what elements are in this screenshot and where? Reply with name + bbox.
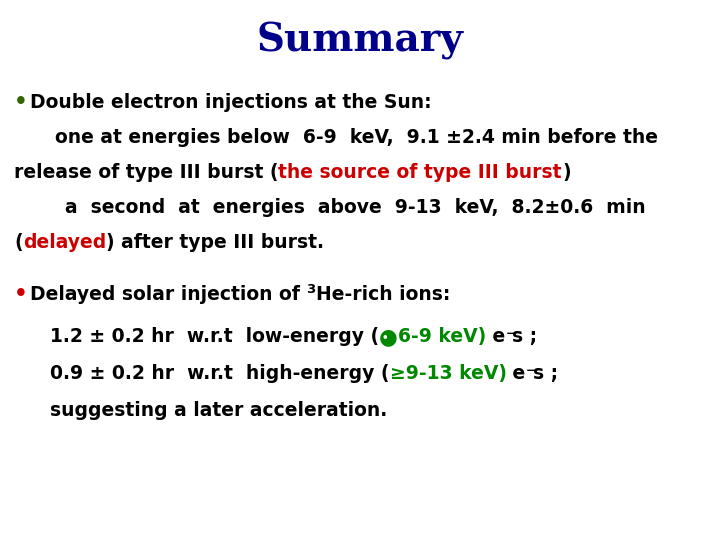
- Text: e: e: [486, 327, 505, 346]
- Text: −: −: [526, 364, 536, 377]
- Text: one at energies below  6-9  keV,  9.1 ±2.4 min before the: one at energies below 6-9 keV, 9.1 ±2.4 …: [55, 128, 658, 147]
- Text: suggesting a later acceleration.: suggesting a later acceleration.: [50, 401, 387, 420]
- Text: •: •: [382, 333, 389, 343]
- Text: a  second  at  energies  above  9-13  keV,  8.2±0.6  min: a second at energies above 9-13 keV, 8.2…: [65, 198, 646, 217]
- Text: 3: 3: [307, 283, 315, 296]
- Text: release of type III burst (: release of type III burst (: [14, 163, 279, 182]
- Text: 0.9 ± 0.2 hr  w.r.t  high-energy (: 0.9 ± 0.2 hr w.r.t high-energy (: [50, 364, 390, 383]
- Text: delayed: delayed: [22, 233, 106, 252]
- Text: e: e: [506, 364, 526, 383]
- Text: Delayed solar injection of: Delayed solar injection of: [30, 285, 307, 304]
- Text: Summary: Summary: [256, 23, 464, 60]
- Text: Double electron injections at the Sun:: Double electron injections at the Sun:: [30, 93, 431, 112]
- Text: the source of type III burst: the source of type III burst: [279, 163, 562, 182]
- Text: s ;: s ;: [513, 327, 537, 346]
- Text: −: −: [505, 327, 516, 340]
- Text: 6-9 keV): 6-9 keV): [398, 327, 486, 346]
- Text: s ;: s ;: [533, 364, 558, 383]
- Text: ≥9-13 keV): ≥9-13 keV): [390, 364, 506, 383]
- Text: •: •: [14, 92, 28, 112]
- Text: ●: ●: [379, 327, 398, 347]
- Text: ): ): [562, 163, 571, 182]
- Text: •: •: [14, 284, 28, 304]
- Text: (: (: [14, 233, 22, 252]
- Text: ) after type III burst.: ) after type III burst.: [106, 233, 324, 252]
- Text: 1.2 ± 0.2 hr  w.r.t  low-energy (: 1.2 ± 0.2 hr w.r.t low-energy (: [50, 327, 379, 346]
- Text: He-rich ions:: He-rich ions:: [315, 285, 450, 304]
